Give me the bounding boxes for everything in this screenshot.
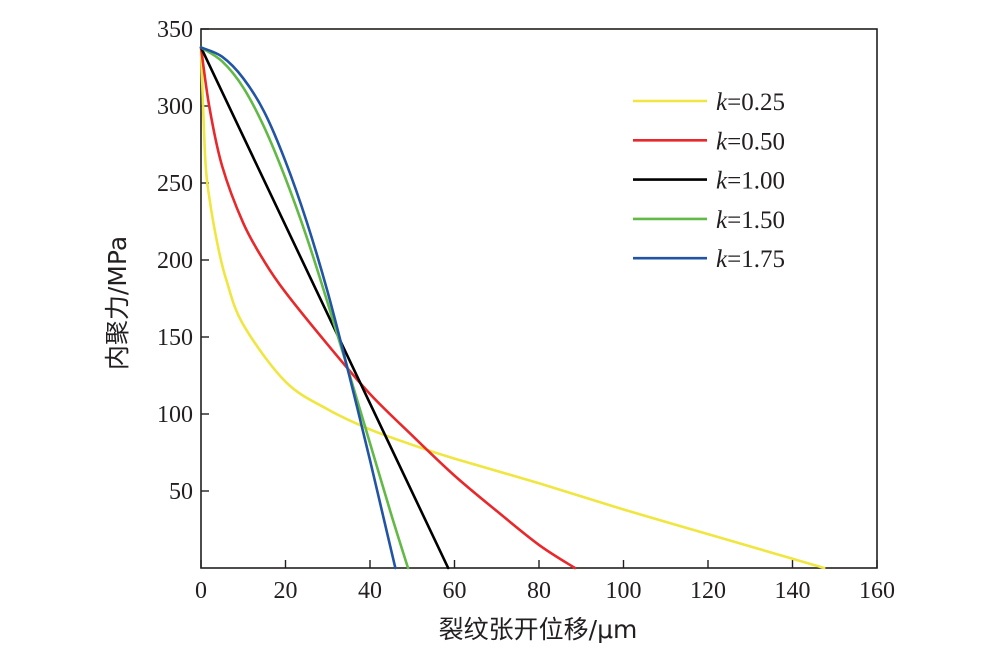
x-tick-label: 160 (859, 578, 895, 604)
x-axis: 0 20 40 60 80 100 120 140 160 (195, 560, 895, 604)
y-tick-label: 300 (157, 94, 193, 120)
series-line-3 (199, 46, 410, 570)
y-tick-label: 350 (157, 17, 193, 43)
x-axis-title: 裂纹张开位移/μm (439, 615, 638, 644)
legend-label: k=1.75 (716, 246, 785, 273)
legend-value: =1.75 (727, 246, 785, 273)
x-tick-label: 100 (606, 578, 642, 604)
legend-value: =0.50 (727, 128, 785, 155)
y-tick-label: 150 (157, 325, 193, 351)
legend-label: k=0.25 (716, 89, 785, 116)
series-lines (199, 46, 826, 570)
y-axis: 50 100 150 200 250 300 350 (157, 17, 209, 505)
series-line-4 (199, 46, 397, 570)
x-tick-label: 60 (443, 578, 467, 604)
legend-k-symbol: k (716, 246, 728, 273)
x-tick-label: 40 (358, 578, 382, 604)
series-line-2 (199, 46, 450, 570)
legend-k-symbol: k (716, 207, 728, 234)
legend-k-symbol: k (716, 128, 728, 155)
legend-k-symbol: k (716, 168, 728, 195)
legend: k=0.25k=0.50k=1.00k=1.50k=1.75 (633, 89, 785, 273)
series-line-0 (199, 46, 826, 570)
x-tick-label: 140 (775, 578, 811, 604)
y-axis-title: 内聚力/MPa (103, 236, 132, 370)
legend-label: k=1.50 (716, 207, 785, 234)
y-tick-label: 50 (169, 479, 193, 505)
y-tick-label: 100 (157, 402, 193, 428)
legend-value: =1.50 (727, 207, 785, 234)
y-tick-label: 250 (157, 171, 193, 197)
legend-label: k=1.00 (716, 168, 785, 195)
legend-value: =1.00 (727, 168, 785, 195)
legend-k-symbol: k (716, 89, 728, 116)
legend-value: =0.25 (727, 89, 785, 116)
x-tick-label: 20 (274, 578, 298, 604)
series-line-1 (199, 46, 577, 570)
x-tick-label: 80 (527, 578, 551, 604)
x-tick-label: 0 (195, 578, 207, 604)
legend-label: k=0.50 (716, 128, 785, 155)
y-tick-label: 200 (157, 248, 193, 274)
x-tick-label: 120 (690, 578, 726, 604)
